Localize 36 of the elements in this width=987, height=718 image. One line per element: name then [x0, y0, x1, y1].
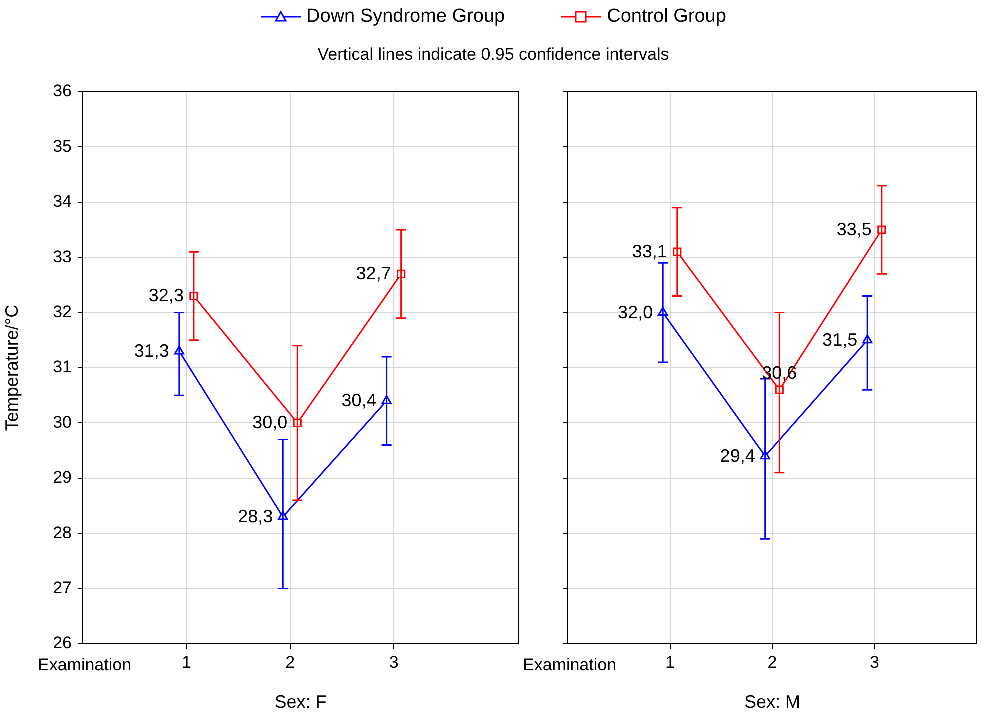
y-tick-label: 34 — [53, 192, 72, 212]
y-tick-label: 36 — [53, 82, 72, 101]
data-label: 32,7 — [356, 264, 392, 284]
y-tick-label: 31 — [53, 358, 72, 377]
data-label: 33,5 — [836, 219, 872, 240]
text: Examination — [523, 656, 617, 675]
y-axis-title: Temperature/°C — [2, 304, 22, 432]
chart-subtitle: Vertical lines indicate 0.95 confidence intervals — [316, 45, 670, 65]
data-label: 29,4 — [720, 446, 756, 466]
data-label: 30,4 — [342, 390, 377, 411]
data-label: 30,0 — [252, 412, 288, 433]
y-tick-label: 27 — [53, 578, 72, 598]
legend-label: Down Syndrome Group — [306, 6, 506, 28]
x-tick-label: 2 — [286, 652, 296, 672]
y-tick-label: 33 — [53, 247, 72, 266]
data-label: 31,3 — [134, 340, 170, 361]
x-axis-title: Sex: F — [274, 692, 327, 712]
text: Examination — [38, 656, 132, 675]
data-label: 32,0 — [618, 302, 654, 322]
y-tick-label: 30 — [53, 412, 72, 432]
y-tick-label: 28 — [53, 523, 72, 542]
x-tick-label: 3 — [870, 652, 880, 672]
x-tick-label: 1 — [666, 652, 675, 672]
x-tick-label: 3 — [389, 652, 399, 672]
data-label: 31,5 — [822, 330, 858, 350]
y-tick-label: 32 — [53, 302, 72, 322]
data-label: 32,3 — [148, 286, 184, 306]
y-tick-label: 35 — [53, 136, 72, 156]
x-axis-title: Sex: M — [744, 692, 801, 712]
legend-label: Control Group — [607, 6, 726, 28]
x-tick-label: 2 — [768, 652, 778, 672]
data-label: 33,1 — [632, 242, 668, 262]
y-tick-label: 29 — [53, 468, 72, 488]
data-label: 28,3 — [238, 506, 274, 527]
y-tick-label: 26 — [53, 634, 72, 653]
x-tick-label: 1 — [182, 652, 192, 672]
